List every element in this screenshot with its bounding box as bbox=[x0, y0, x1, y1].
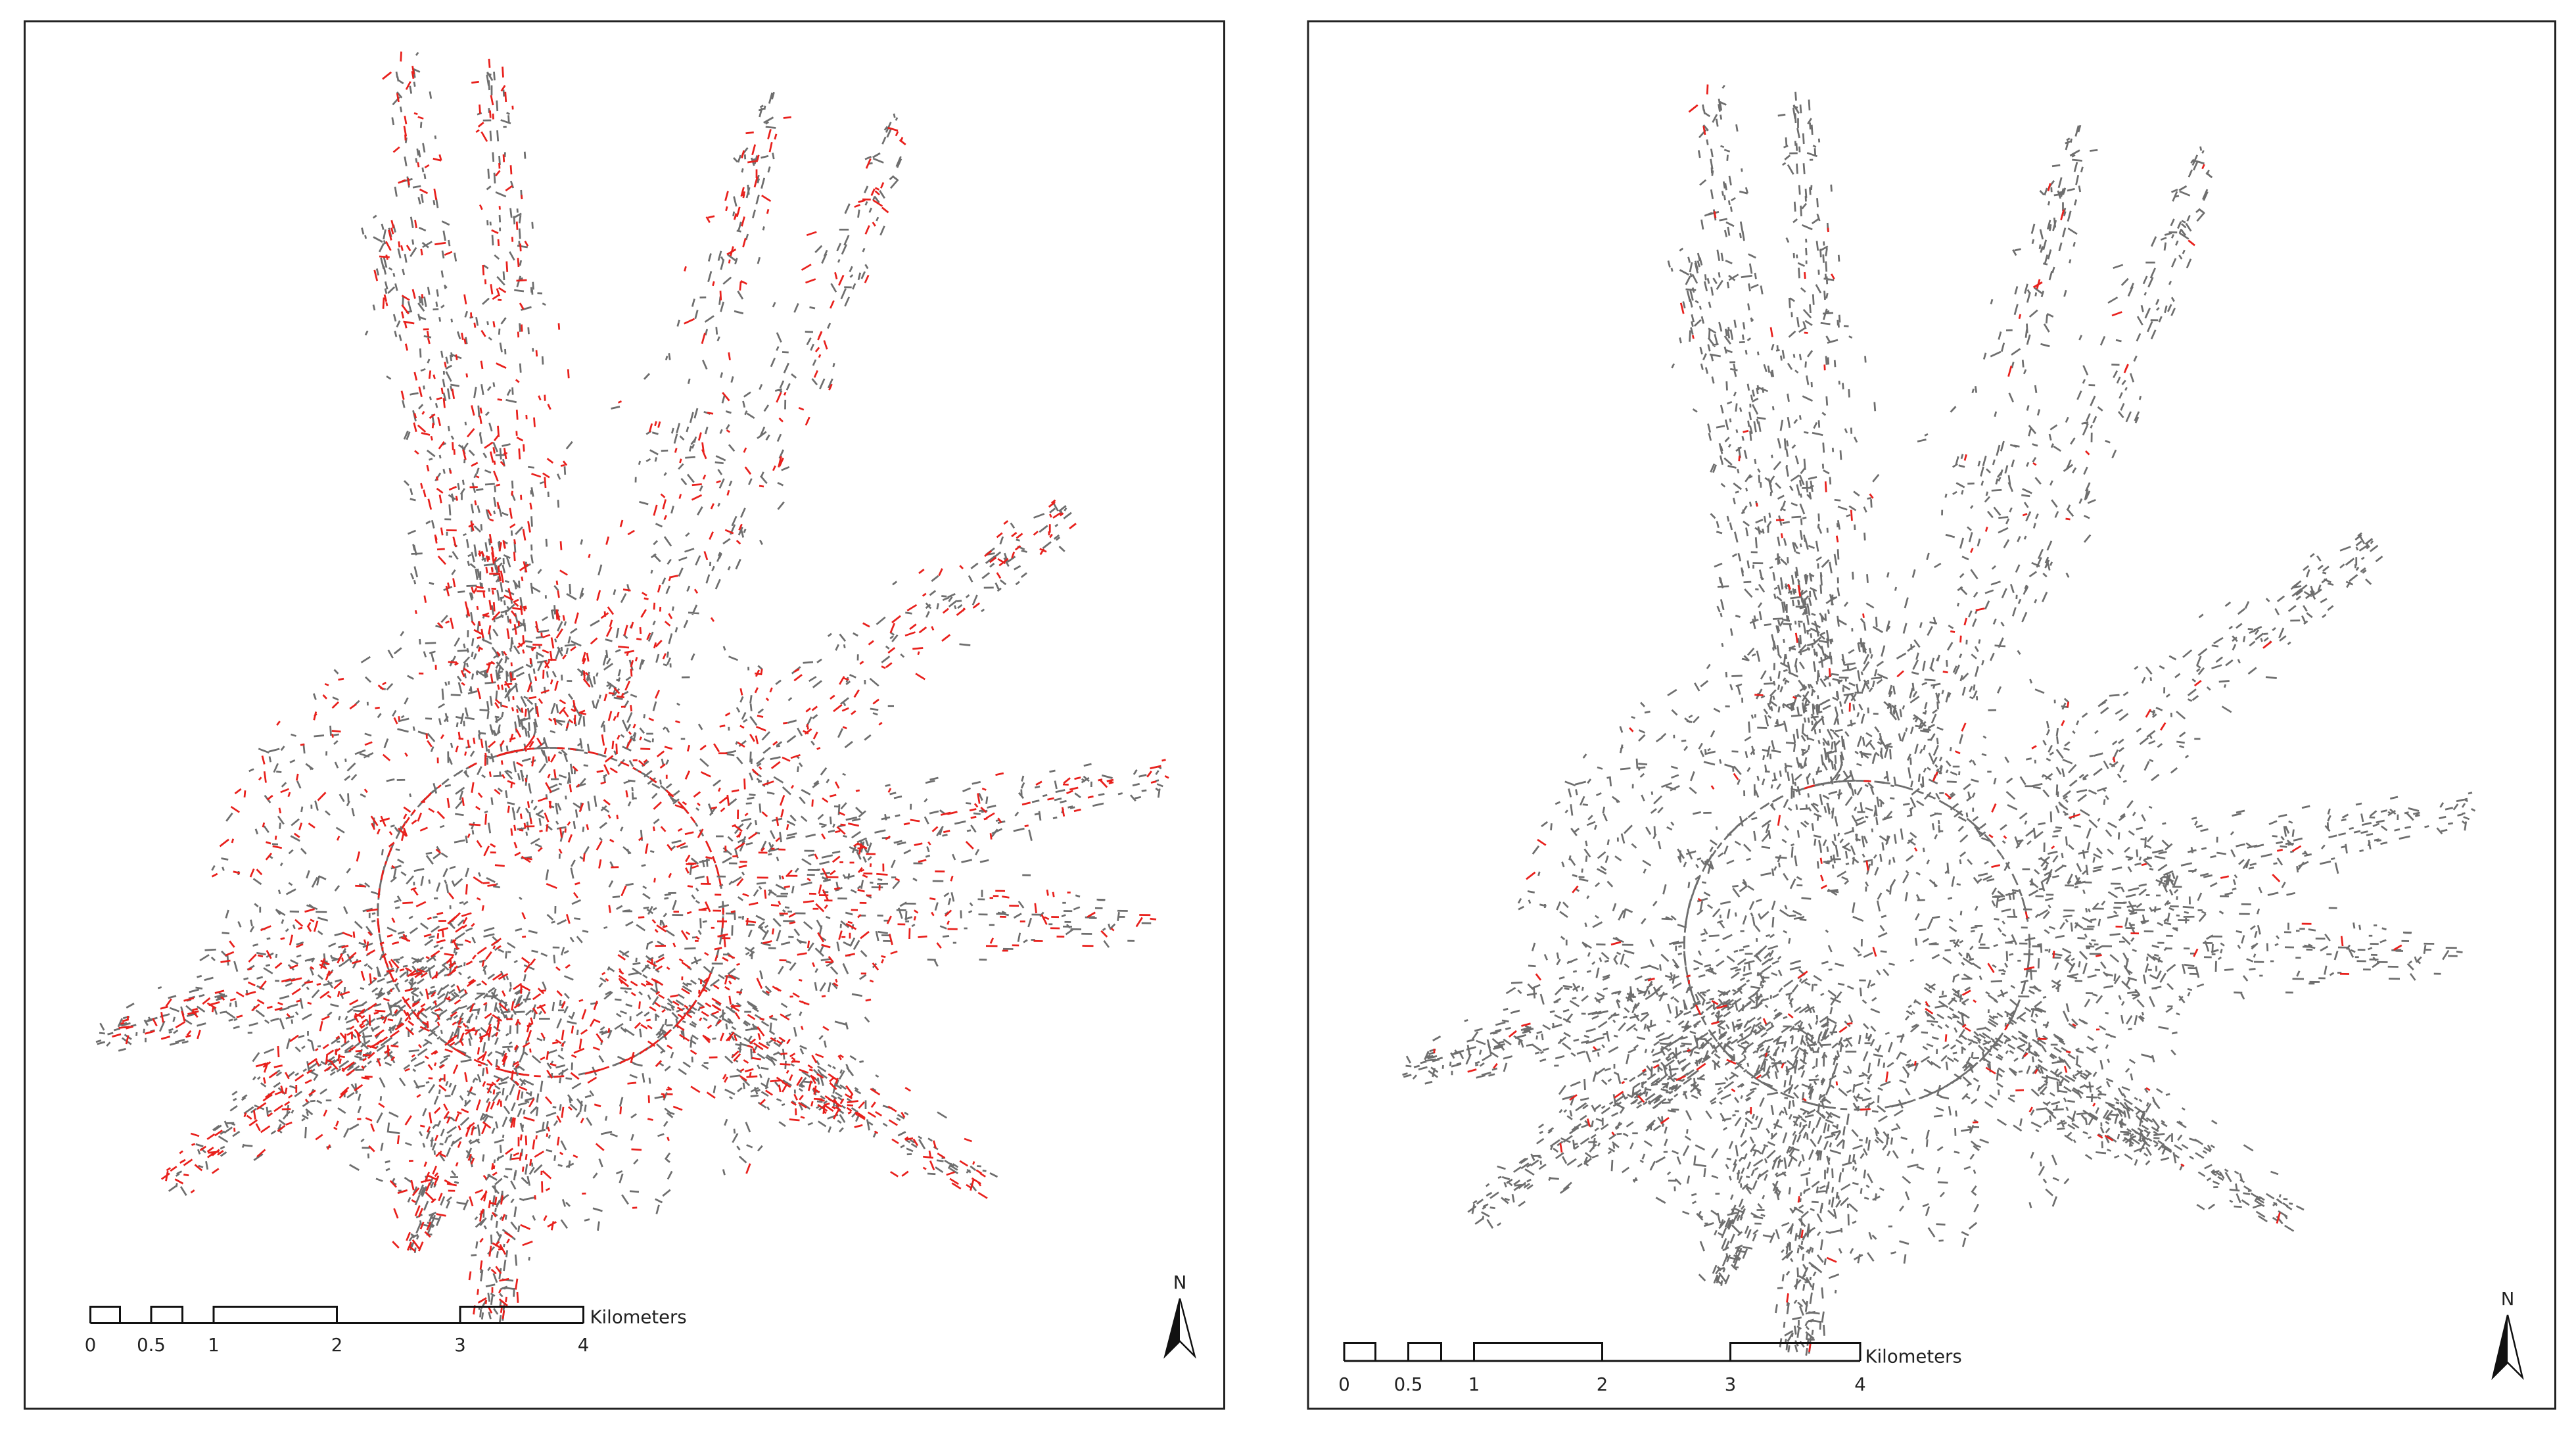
scale-label: 1 bbox=[1468, 1374, 1480, 1395]
scale-label: 3 bbox=[1725, 1374, 1737, 1395]
scale-label: 4 bbox=[1854, 1374, 1866, 1395]
building-footprints bbox=[1402, 84, 2476, 1356]
panel-frame bbox=[1307, 20, 2557, 1410]
building-footprints bbox=[1433, 84, 2402, 1352]
scale-label: 1 bbox=[208, 1335, 220, 1356]
north-label: N bbox=[2501, 1289, 2515, 1310]
panel-frame bbox=[24, 20, 1226, 1410]
scale-label: 2 bbox=[1597, 1374, 1608, 1395]
scale-label: 0 bbox=[85, 1335, 97, 1356]
building-footprints bbox=[112, 51, 1169, 1320]
north-arrow-fill bbox=[1165, 1299, 1180, 1356]
scale-bar bbox=[89, 1306, 585, 1324]
scale-unit: Kilometers bbox=[590, 1307, 687, 1328]
scale-label: 2 bbox=[331, 1335, 342, 1356]
scale-label: 0.5 bbox=[137, 1335, 166, 1356]
north-arrow-fill bbox=[2493, 1315, 2508, 1377]
north-label: N bbox=[1173, 1272, 1187, 1293]
scale-label: 0 bbox=[1338, 1374, 1350, 1395]
scale-label: 3 bbox=[454, 1335, 466, 1356]
scale-label: 4 bbox=[578, 1335, 590, 1356]
map-left bbox=[95, 51, 1169, 1323]
scale-bar bbox=[1343, 1342, 1862, 1362]
map-right bbox=[1402, 84, 2476, 1356]
scale-label: 0.5 bbox=[1394, 1374, 1423, 1395]
scale-unit: Kilometers bbox=[1865, 1347, 1962, 1368]
